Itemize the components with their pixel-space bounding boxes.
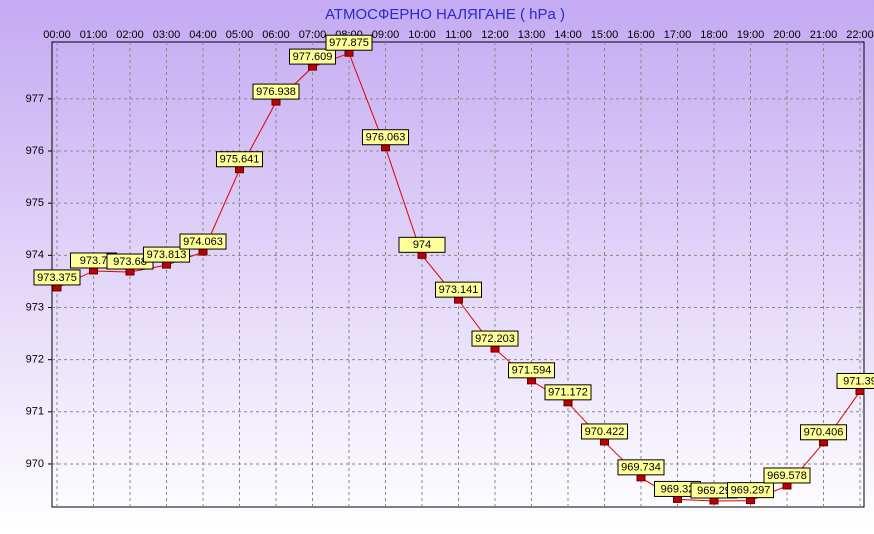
value-label-box [544, 384, 592, 401]
value-label: 977.609 [293, 51, 333, 63]
x-tick-label: 13:00 [518, 29, 546, 41]
marker [235, 166, 244, 174]
value-label-box [179, 233, 227, 250]
y-tick-label: 972 [26, 354, 44, 366]
value-label-box [289, 48, 336, 65]
value-label: 976.063 [366, 132, 406, 144]
marker [490, 345, 500, 353]
value-label: 973.375 [37, 272, 77, 284]
x-tick-label: 15:00 [591, 29, 619, 41]
x-tick-label: 22:00 [846, 29, 874, 41]
value-label-box [143, 246, 190, 263]
value-label: 974.063 [183, 236, 223, 248]
x-tick-label: 12:00 [481, 29, 509, 41]
value-label-box [252, 83, 300, 100]
marker [162, 261, 171, 269]
x-tick-label: 20:00 [773, 29, 801, 41]
value-label: 973.141 [439, 284, 479, 296]
y-tick-label: 971 [26, 406, 44, 418]
marker [417, 251, 427, 259]
marker [527, 377, 536, 385]
value-label: 972.203 [475, 333, 515, 345]
value-label-box [325, 34, 373, 51]
y-tick-label: 973 [26, 301, 44, 313]
marker [271, 98, 281, 106]
value-label-box [435, 281, 482, 298]
value-label-box [471, 330, 519, 347]
marker [673, 495, 682, 503]
x-tick-label: 10:00 [408, 29, 436, 41]
value-label: 970.422 [585, 426, 625, 438]
y-tick-label: 974 [26, 249, 44, 261]
x-tick-label: 18:00 [700, 29, 728, 41]
marker [746, 497, 755, 505]
x-tick-label: 05:00 [226, 29, 254, 41]
marker [198, 248, 208, 256]
value-label: 974 [413, 239, 431, 251]
value-label-box [33, 269, 81, 286]
value-label: 973.813 [147, 249, 187, 261]
x-tick-label: 14:00 [554, 29, 582, 41]
x-tick-label: 02:00 [116, 29, 144, 41]
x-tick-label: 17:00 [664, 29, 692, 41]
value-label: 976.938 [256, 86, 296, 98]
value-label: 975.641 [220, 154, 260, 166]
marker [855, 387, 865, 395]
marker [636, 474, 646, 482]
value-label-box [216, 151, 263, 168]
marker [308, 63, 317, 71]
value-label-box [617, 459, 665, 476]
x-tick-label: 07:00 [299, 29, 327, 41]
value-label: 971.39 [843, 375, 874, 387]
marker [709, 497, 719, 505]
value-label-box [836, 372, 874, 389]
value-label: 971.594 [512, 365, 552, 377]
value-label: 977.875 [329, 37, 369, 49]
marker [782, 482, 792, 490]
marker [600, 438, 609, 446]
marker [344, 49, 354, 57]
marker [89, 267, 98, 275]
x-tick-label: 16:00 [627, 29, 655, 41]
marker [563, 399, 573, 407]
value-label: 969.734 [621, 462, 661, 474]
chart-title: АТМОСФЕРНО НАЛЯГАНЕ ( hPa ) [325, 6, 565, 23]
x-tick-label: 01:00 [80, 29, 108, 41]
marker [819, 439, 828, 447]
value-label: 971.172 [548, 387, 588, 399]
x-tick-label: 19:00 [737, 29, 765, 41]
x-tick-label: 09:00 [372, 29, 400, 41]
value-label: 970.406 [804, 427, 844, 439]
marker [125, 268, 135, 276]
y-tick-label: 977 [26, 93, 44, 105]
value-label-box [800, 424, 847, 441]
value-label-box [508, 362, 555, 379]
marker [454, 296, 463, 304]
x-tick-label: 06:00 [262, 29, 290, 41]
x-tick-label: 04:00 [189, 29, 217, 41]
marker [52, 284, 62, 292]
x-tick-label: 11:00 [445, 29, 472, 41]
value-label: 969.32 [661, 483, 695, 495]
marker [381, 144, 390, 152]
value-label-box [727, 482, 774, 499]
value-label: 973.7 [80, 255, 108, 267]
x-tick-label: 03:00 [153, 29, 181, 41]
x-tick-label: 00:00 [43, 29, 71, 41]
value-label: 969.578 [767, 470, 807, 482]
value-label-box [398, 236, 446, 253]
y-tick-label: 975 [26, 197, 44, 209]
value-label-box [581, 423, 628, 440]
value-label: 969.29 [697, 485, 731, 497]
value-label-box [362, 129, 409, 146]
value-label: 969.297 [731, 485, 771, 497]
y-tick-label: 976 [26, 145, 44, 157]
y-tick-label: 970 [26, 458, 44, 470]
value-label-box [763, 467, 811, 484]
x-tick-label: 21:00 [810, 29, 838, 41]
value-label: 973.68 [113, 256, 147, 268]
